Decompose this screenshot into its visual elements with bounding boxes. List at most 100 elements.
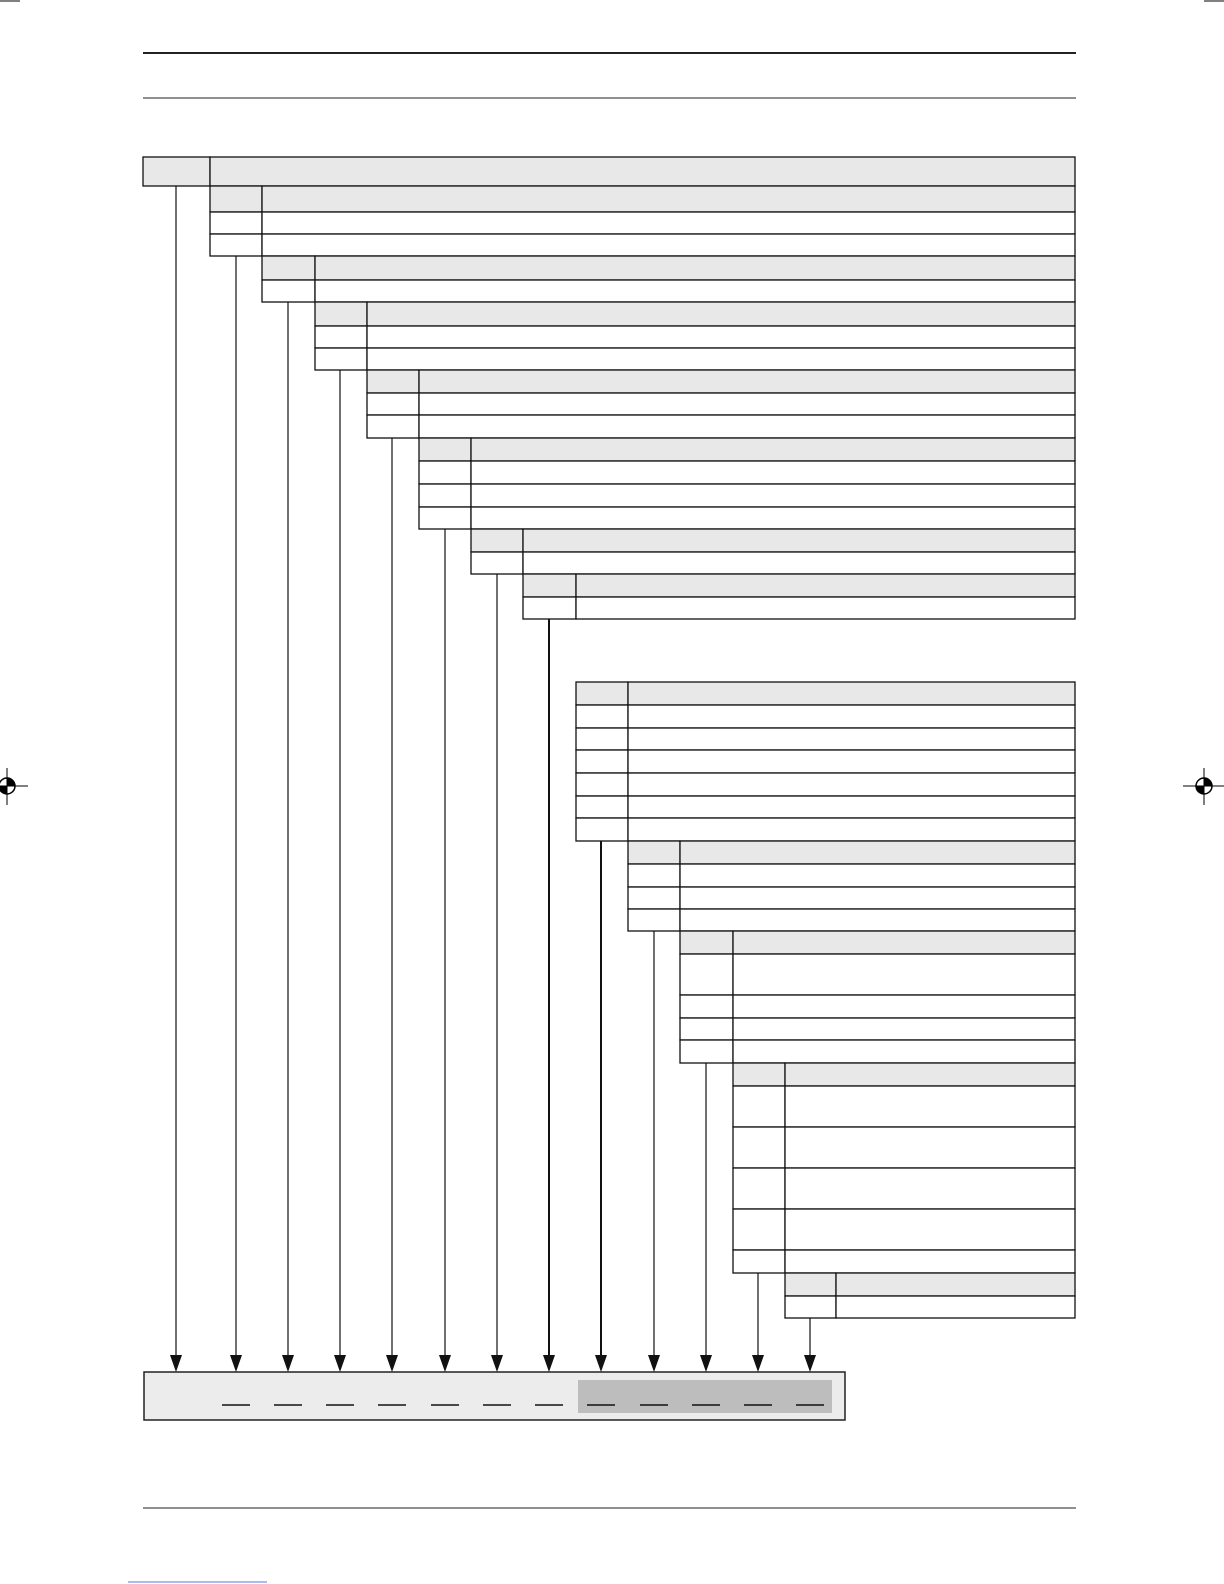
connector-arrow bbox=[334, 1355, 346, 1372]
connector-arrow bbox=[752, 1355, 764, 1372]
code-cell bbox=[575, 795, 629, 819]
code-cell bbox=[470, 551, 524, 575]
description-cell bbox=[732, 1017, 1076, 1041]
description-cell bbox=[261, 233, 1076, 257]
code-cell bbox=[627, 908, 681, 932]
code-cell bbox=[366, 369, 420, 394]
description-cell bbox=[366, 325, 1076, 349]
description-cell bbox=[784, 1167, 1076, 1210]
description-cell bbox=[627, 727, 1076, 751]
code-cell bbox=[314, 347, 368, 371]
connector-arrow bbox=[648, 1355, 660, 1372]
registration-mark bbox=[1183, 768, 1224, 805]
code-box-highlight bbox=[578, 1380, 832, 1413]
code-cell bbox=[627, 886, 681, 910]
code-cell bbox=[732, 1062, 786, 1087]
code-cell bbox=[679, 994, 734, 1019]
description-cell bbox=[261, 211, 1076, 235]
description-cell bbox=[627, 681, 1076, 706]
description-cell bbox=[418, 369, 1076, 394]
description-cell bbox=[835, 1295, 1076, 1319]
description-cell bbox=[522, 528, 1076, 553]
description-cell bbox=[575, 596, 1076, 620]
description-cell bbox=[209, 156, 1076, 187]
description-cell bbox=[627, 704, 1076, 729]
code-cell bbox=[418, 437, 472, 462]
description-cell bbox=[366, 301, 1076, 327]
code-cell bbox=[261, 255, 316, 281]
code-cell bbox=[575, 704, 629, 729]
code-cell bbox=[575, 772, 629, 797]
description-cell bbox=[732, 953, 1076, 996]
description-cell bbox=[522, 551, 1076, 575]
description-cell bbox=[314, 279, 1076, 303]
code-cell bbox=[575, 817, 629, 842]
code-cell bbox=[470, 528, 524, 553]
code-cell bbox=[575, 681, 629, 706]
code-cell bbox=[314, 325, 368, 349]
description-cell bbox=[470, 483, 1076, 508]
description-cell bbox=[418, 414, 1076, 439]
connector-arrow bbox=[543, 1355, 555, 1372]
description-cell bbox=[627, 772, 1076, 797]
code-cell bbox=[627, 840, 681, 865]
connector-arrow bbox=[700, 1355, 712, 1372]
code-cell bbox=[732, 1167, 786, 1210]
code-cell bbox=[209, 211, 263, 235]
code-cell bbox=[418, 506, 472, 530]
code-cell bbox=[732, 1085, 786, 1128]
description-cell bbox=[627, 817, 1076, 842]
code-cell bbox=[679, 1017, 734, 1041]
description-cell bbox=[627, 795, 1076, 819]
connector-arrow bbox=[170, 1355, 182, 1372]
description-cell bbox=[679, 840, 1076, 865]
code-cell bbox=[142, 156, 211, 187]
code-cell bbox=[575, 749, 629, 774]
code-cell bbox=[366, 414, 420, 439]
description-cell bbox=[470, 506, 1076, 530]
description-cell bbox=[627, 749, 1076, 774]
description-cell bbox=[784, 1249, 1076, 1274]
code-cell bbox=[418, 460, 472, 485]
connector-arrow bbox=[439, 1355, 451, 1372]
code-cell bbox=[314, 301, 368, 327]
description-cell bbox=[679, 863, 1076, 888]
connector-arrow bbox=[804, 1355, 816, 1372]
description-cell bbox=[835, 1272, 1076, 1297]
description-cell bbox=[732, 994, 1076, 1019]
code-cell bbox=[784, 1295, 837, 1319]
code-cell bbox=[679, 930, 734, 955]
code-cell bbox=[209, 233, 263, 257]
code-cell bbox=[627, 863, 681, 888]
connector-arrow bbox=[230, 1355, 242, 1372]
connector-arrow bbox=[595, 1355, 607, 1372]
code-cell bbox=[784, 1272, 837, 1297]
description-cell bbox=[314, 255, 1076, 281]
description-cell bbox=[418, 392, 1076, 416]
code-cell bbox=[418, 483, 472, 508]
description-cell bbox=[261, 185, 1076, 213]
code-cell bbox=[209, 185, 263, 213]
description-cell bbox=[575, 573, 1076, 598]
code-cell bbox=[522, 596, 577, 620]
description-cell bbox=[366, 347, 1076, 371]
connector-arrow bbox=[491, 1355, 503, 1372]
description-cell bbox=[784, 1062, 1076, 1087]
connector-arrow bbox=[386, 1355, 398, 1372]
description-cell bbox=[784, 1085, 1076, 1128]
code-cell bbox=[366, 392, 420, 416]
code-cell bbox=[732, 1126, 786, 1169]
description-cell bbox=[784, 1126, 1076, 1169]
code-cell bbox=[679, 953, 734, 996]
description-cell bbox=[732, 930, 1076, 955]
description-cell bbox=[732, 1039, 1076, 1064]
description-cell bbox=[470, 437, 1076, 462]
description-cell bbox=[679, 908, 1076, 932]
code-cell bbox=[732, 1249, 786, 1274]
description-cell bbox=[470, 460, 1076, 485]
description-cell bbox=[784, 1208, 1076, 1251]
registration-mark bbox=[0, 768, 28, 805]
code-cell bbox=[522, 573, 577, 598]
